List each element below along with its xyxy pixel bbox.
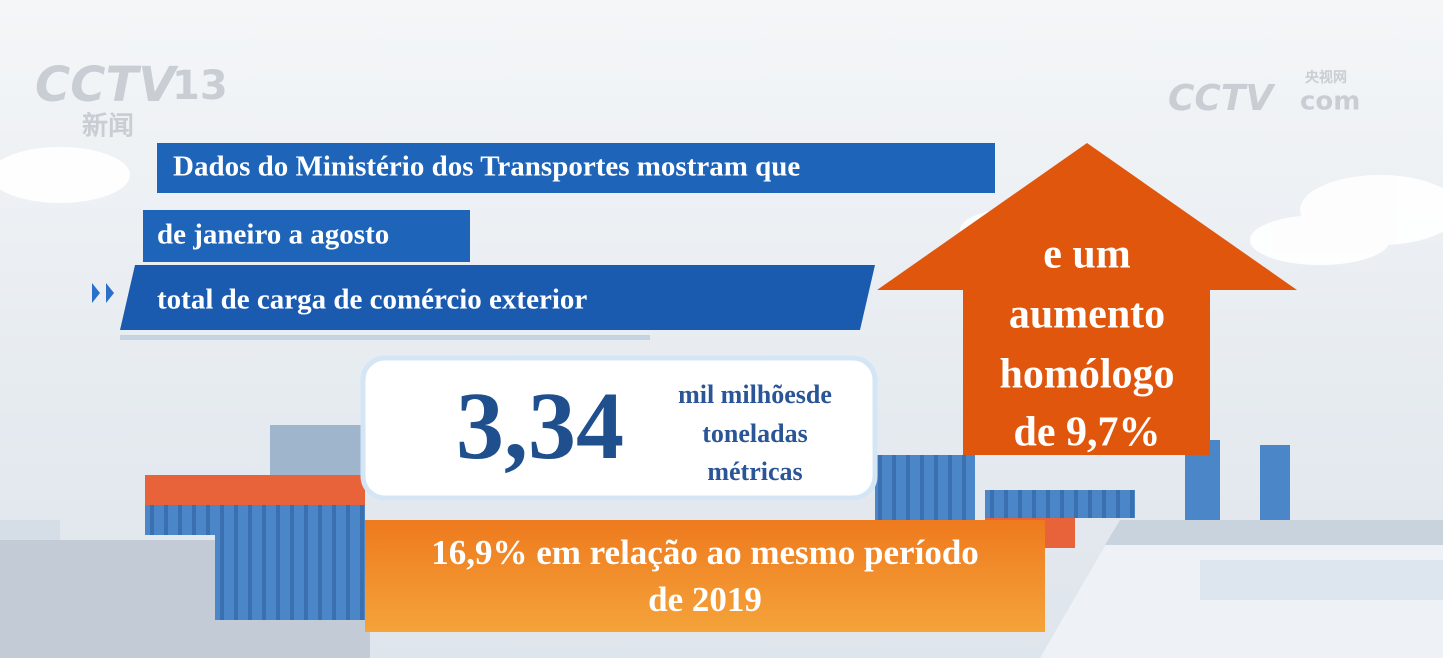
site-suffix: com (1300, 87, 1360, 117)
channel-number: 13 (172, 63, 228, 109)
annual-line: de 9,7% (1014, 410, 1161, 456)
growth-line: 16,9% em relação ao mesmo período (431, 533, 979, 572)
bullet-icon (92, 283, 114, 303)
figure-unit: mil milhõesde (678, 380, 832, 409)
cargo-scene (0, 425, 1443, 658)
figure-unit: métricas (707, 457, 802, 486)
headline-box (143, 210, 470, 262)
growth-box (365, 520, 1045, 632)
site-cn: 央视网 (1305, 69, 1347, 86)
headline-banner (120, 265, 875, 330)
annual-line: e um (1043, 232, 1131, 278)
channel-logo: CCTV (35, 57, 179, 113)
annual-line: homólogo (999, 352, 1174, 398)
site-logo: CCTV (1168, 78, 1276, 119)
figure-value: 3,34 (456, 372, 624, 479)
banner-shadow (120, 335, 650, 340)
headline-line: de janeiro a agosto (157, 219, 389, 251)
annual-line: aumento (1009, 292, 1165, 338)
headline-line: total de carga de comércio exterior (157, 284, 587, 316)
channel-name: 新闻 (82, 111, 134, 142)
up-arrow (877, 143, 1297, 455)
headline-box (157, 143, 995, 193)
growth-line: de 2019 (648, 580, 762, 619)
logo-group: CCTV 13 新闻 CCTV 央视网 com (35, 57, 1360, 142)
figure-box (360, 355, 878, 501)
headline-line: Dados do Ministério dos Transportes most… (173, 151, 800, 183)
figure-unit: toneladas (702, 419, 807, 448)
